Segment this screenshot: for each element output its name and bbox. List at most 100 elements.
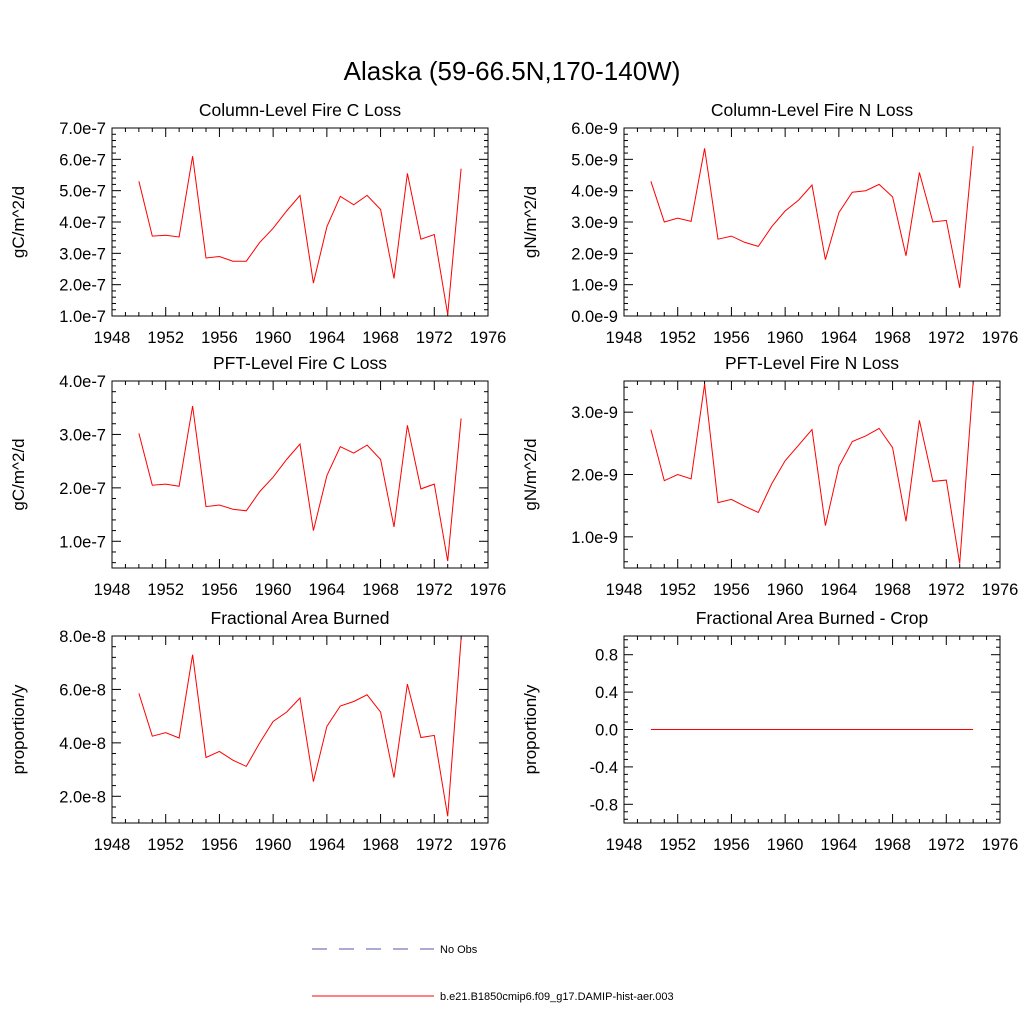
x-tick-label: 1976	[470, 581, 507, 599]
y-tick-label: 2.0e-9	[571, 467, 618, 485]
y-tick-label: 5.0e-9	[571, 151, 618, 169]
y-tick-label: 2.0e-7	[59, 480, 106, 498]
y-tick-label: 4.0e-8	[59, 735, 106, 753]
x-tick-label: 1968	[362, 836, 399, 854]
x-tick-label: 1964	[308, 329, 345, 347]
y-tick-label: 4.0e-7	[59, 373, 106, 391]
y-axis-label: gN/m^2/d	[521, 186, 540, 258]
x-tick-label: 1956	[713, 836, 750, 854]
series-line	[650, 146, 974, 288]
x-tick-label: 1968	[874, 329, 911, 347]
x-tick-label: 1964	[820, 836, 857, 854]
chart-panel-5: 1948 1952 1956 1960 1964 1968 1972 1976 2.0e-8 4.…	[9, 608, 506, 854]
y-tick-label: 2.0e-8	[59, 788, 106, 806]
x-tick-label: 1952	[147, 836, 184, 854]
y-tick-label: 3.0e-7	[59, 426, 106, 444]
panel-title: PFT-Level Fire C Loss	[213, 353, 387, 373]
y-axis-label: gN/m^2/d	[521, 438, 540, 510]
y-tick-label: 4.0e-7	[59, 214, 106, 232]
x-tick-label: 1960	[767, 836, 804, 854]
x-tick-label: 1972	[416, 836, 453, 854]
y-tick-label: 0.0e-9	[571, 308, 618, 326]
x-tick-label: 1948	[606, 329, 643, 347]
chart-panel-3: 1948 1952 1956 1960 1964 1968 1972 1976 1.0e-7 2.…	[9, 353, 506, 599]
x-tick-label: 1968	[362, 581, 399, 599]
x-tick-label: 1952	[659, 836, 696, 854]
y-tick-label: 1.0e-9	[571, 277, 618, 295]
y-tick-label: 0.4	[595, 684, 618, 702]
y-tick-label: -0.4	[590, 759, 618, 777]
panel-title: PFT-Level Fire N Loss	[725, 353, 899, 373]
y-tick-label: 6.0e-8	[59, 681, 106, 699]
x-tick-label: 1948	[94, 581, 131, 599]
x-tick-label: 1960	[255, 581, 292, 599]
y-axis-label: gC/m^2/d	[9, 186, 28, 258]
y-tick-label: 6.0e-7	[59, 151, 106, 169]
y-tick-label: 1.0e-7	[59, 533, 106, 551]
x-tick-label: 1972	[416, 581, 453, 599]
x-tick-label: 1968	[874, 581, 911, 599]
series-line	[138, 156, 462, 315]
chart-panel-2: 1948 1952 1956 1960 1964 1968 1972 1976 0.0e-9 1.…	[521, 100, 1018, 347]
chart-panel-6: 1948 1952 1956 1960 1964 1968 1972 1976 -0.8 -0.4…	[521, 608, 1018, 854]
x-tick-label: 1964	[308, 581, 345, 599]
panel-title: Fractional Area Burned - Crop	[696, 608, 928, 628]
plot-frame	[623, 380, 1001, 569]
x-tick-label: 1972	[928, 329, 965, 347]
y-tick-label: 0.0	[595, 722, 618, 740]
x-tick-label: 1964	[820, 329, 857, 347]
panel-title: Column-Level Fire N Loss	[711, 100, 914, 120]
chart-panel-1: 1948 1952 1956 1960 1964 1968 1972 1976 1.0e-7 2.…	[9, 100, 506, 347]
x-tick-label: 1956	[201, 581, 238, 599]
x-tick-label: 1952	[147, 329, 184, 347]
x-tick-label: 1964	[308, 836, 345, 854]
plot-frame	[111, 127, 489, 317]
x-tick-label: 1976	[470, 329, 507, 347]
x-tick-label: 1976	[982, 836, 1019, 854]
x-tick-label: 1972	[416, 329, 453, 347]
plot-frame	[111, 635, 489, 824]
x-tick-label: 1976	[982, 329, 1019, 347]
x-tick-label: 1948	[606, 581, 643, 599]
x-tick-label: 1956	[201, 836, 238, 854]
y-tick-label: 4.0e-9	[571, 183, 618, 201]
x-tick-label: 1964	[820, 581, 857, 599]
y-tick-label: 3.0e-7	[59, 245, 106, 263]
panel-title: Column-Level Fire C Loss	[199, 100, 402, 120]
x-tick-label: 1952	[659, 329, 696, 347]
x-tick-label: 1976	[982, 581, 1019, 599]
x-tick-label: 1960	[767, 581, 804, 599]
y-tick-label: 1.0e-7	[59, 308, 106, 326]
x-tick-label: 1948	[606, 836, 643, 854]
y-axis-label: gC/m^2/d	[9, 438, 28, 510]
plot-frame	[623, 127, 1001, 317]
plot-frame	[111, 380, 489, 569]
figure-title: Alaska (59-66.5N,170-140W)	[344, 56, 681, 86]
x-tick-label: 1976	[470, 836, 507, 854]
y-tick-label: 0.8	[595, 647, 618, 665]
y-axis-label: proportion/y	[521, 684, 540, 774]
y-tick-label: 1.0e-9	[571, 529, 618, 547]
y-tick-label: 5.0e-7	[59, 183, 106, 201]
legend-label-model: b.e21.B1850cmip6.f09_g17.DAMIP-hist-aer.…	[440, 991, 674, 1003]
x-tick-label: 1972	[928, 836, 965, 854]
x-tick-label: 1960	[255, 329, 292, 347]
y-tick-label: 8.0e-8	[59, 628, 106, 646]
x-tick-label: 1948	[94, 836, 131, 854]
y-tick-label: 3.0e-9	[571, 214, 618, 232]
y-axis-label: proportion/y	[9, 684, 28, 774]
series-line	[650, 382, 974, 564]
x-tick-label: 1952	[659, 581, 696, 599]
y-tick-label: 6.0e-9	[571, 120, 618, 138]
x-tick-label: 1960	[767, 329, 804, 347]
panel-title: Fractional Area Burned	[211, 608, 390, 628]
x-tick-label: 1948	[94, 329, 131, 347]
y-tick-label: 2.0e-9	[571, 245, 618, 263]
x-tick-label: 1956	[713, 329, 750, 347]
series-line	[138, 406, 462, 562]
x-tick-label: 1960	[255, 836, 292, 854]
chart-panel-4: 1948 1952 1956 1960 1964 1968 1972 1976 1.0e-9 2.…	[521, 353, 1018, 599]
x-tick-label: 1956	[201, 329, 238, 347]
x-tick-label: 1952	[147, 581, 184, 599]
